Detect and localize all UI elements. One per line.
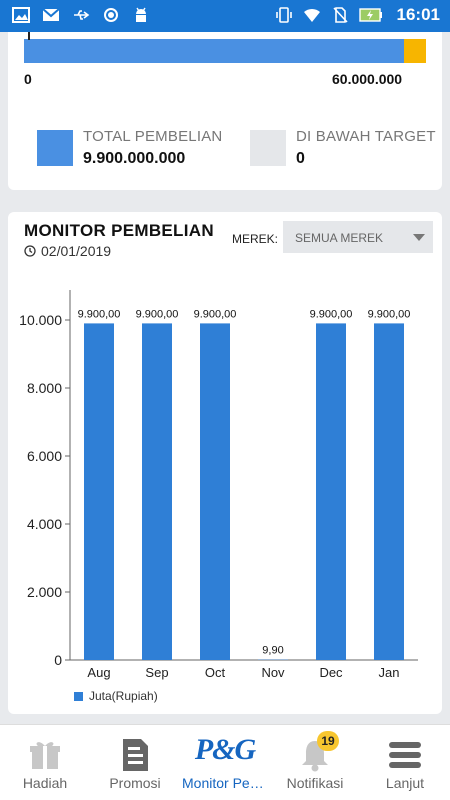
chart-bar [316,323,346,660]
nav-promosi[interactable]: Promosi [90,725,180,800]
notification-badge: 19 [317,731,339,751]
progress-min-label: 0 [24,71,32,87]
pg-logo: P&G [194,733,256,766]
total-purchase-label: TOTAL PEMBELIAN [83,128,223,145]
progress-max-label: 60.000.000 [332,71,403,87]
y-tick-label: 0 [54,652,62,668]
purchase-bar-chart: 0 2.000 4.000 6.000 8.000 10.000 9.900,00 Aug 9.… [19,290,418,680]
usb-icon [74,10,90,20]
total-purchase-swatch [37,130,73,166]
status-time: 16:01 [396,5,440,24]
bar-data-label: 9.900,00 [368,308,411,320]
wifi-icon [303,8,320,22]
chart-bar [142,323,172,660]
bar-data-label: 9.900,00 [136,308,179,320]
clock-icon [24,245,36,257]
monitor-date-text: 02/01/2019 [41,243,112,259]
y-tick-label: 10.000 [19,312,62,328]
x-tick-label: Jan [379,665,400,680]
record-icon [104,8,118,22]
document-icon [123,739,148,771]
y-tick-label: 2.000 [27,584,62,600]
bar-data-label: 9.900,00 [194,308,237,320]
monitor-date: 02/01/2019 [24,243,111,259]
below-target-label: DI BAWAH TARGET [296,128,436,145]
x-tick-label: Aug [87,665,110,680]
brand-dropdown[interactable]: SEMUA MEREK [283,221,433,253]
x-tick-label: Dec [319,665,343,680]
nav-monitor-label: Monitor Pembelian [182,775,270,791]
y-tick-label: 4.000 [27,516,62,532]
progress-target-segment [404,39,426,63]
legend-swatch [74,691,83,701]
battery-charging-icon [358,8,382,22]
x-tick-label: Oct [205,665,226,680]
nav-promosi-label: Promosi [109,775,161,791]
nav-monitor-pembelian[interactable]: P&G Monitor Pembelian [180,725,270,800]
y-tick-label: 6.000 [27,448,62,464]
vibrate-icon [275,7,292,23]
monitor-title: MONITOR PEMBELIAN [24,221,214,240]
gift-icon [30,742,60,769]
chart-bar [84,323,114,660]
brand-dropdown-value: SEMUA MEREK [295,231,384,245]
image-icon [12,7,30,23]
bottom-navigation: Hadiah Promosi P&G Monitor Pembelian 19 … [0,724,450,800]
brand-label: MEREK: [232,232,279,246]
below-target-swatch [250,130,286,166]
total-purchase-value: 9.900.000.000 [83,150,186,167]
chevron-down-icon [413,234,425,241]
y-tick-label: 8.000 [27,380,62,396]
bar-data-label: 9,90 [262,645,283,657]
android-icon [136,7,146,22]
x-tick-label: Sep [145,665,168,680]
nav-lanjut[interactable]: Lanjut [360,725,450,800]
legend-label: Juta(Rupiah) [89,689,158,703]
nav-notifikasi[interactable]: 19 Notifikasi [270,725,360,800]
chart-legend: Juta(Rupiah) [74,689,158,703]
nav-lanjut-label: Lanjut [385,775,425,791]
bar-data-label: 9.900,00 [310,308,353,320]
x-tick-label: Nov [261,665,285,680]
monitor-card: MONITOR PEMBELIAN 02/01/2019 MEREK: SEMU… [8,212,442,714]
nav-notifikasi-label: Notifikasi [286,775,344,791]
status-bar: 16:01 [0,0,450,32]
nav-hadiah-label: Hadiah [22,775,68,791]
bar-data-label: 9.900,00 [78,308,121,320]
purchase-summary-card: 0 60.000.000 TOTAL PEMBELIAN 9.900.000.0… [8,32,442,190]
menu-icon [389,742,421,768]
progress-marker [28,32,30,40]
chart-bar [200,323,230,660]
chart-bar [374,323,404,660]
purchase-progress-bar [24,32,426,63]
below-target-value: 0 [296,150,305,167]
gmail-icon [42,8,60,21]
no-sim-icon [332,7,348,23]
nav-hadiah[interactable]: Hadiah [0,725,90,800]
